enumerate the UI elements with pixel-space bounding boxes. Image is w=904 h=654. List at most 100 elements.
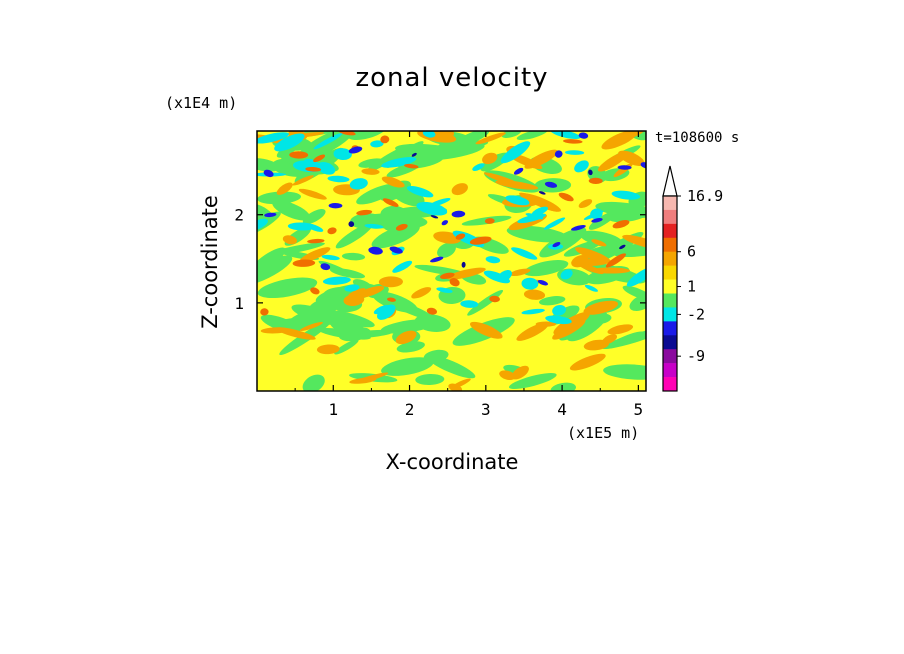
y-tick-label: 1: [234, 294, 244, 313]
contour-patch: [348, 288, 366, 297]
contour-patch: [569, 353, 606, 371]
contour-patch: [603, 364, 646, 380]
contour-patch: [381, 176, 405, 188]
contour-patch: [260, 327, 290, 334]
contour-field: [257, 131, 646, 391]
contour-patch: [539, 296, 566, 306]
contour-patch: [469, 236, 492, 245]
contour-patch: [361, 168, 380, 175]
contour-patch: [282, 235, 297, 245]
contour-patch: [348, 146, 363, 154]
contour-patch: [485, 256, 501, 264]
contour-patch: [480, 152, 510, 172]
contour-patch: [543, 217, 566, 230]
contour-patch: [380, 135, 390, 144]
contour-patch: [292, 175, 314, 186]
contour-patch: [482, 152, 498, 165]
contour-patch: [302, 374, 325, 391]
contour-patch: [348, 221, 355, 227]
y-tick-label: 2: [234, 206, 244, 225]
contour-patch: [611, 190, 641, 200]
colorbar-band: [663, 321, 677, 336]
contour-patch: [535, 321, 557, 327]
contour-patch: [292, 259, 316, 267]
contour-patch: [435, 131, 455, 139]
x-tick-label: 3: [481, 400, 491, 419]
contour-patch: [298, 188, 327, 200]
contour-patch: [257, 255, 293, 286]
contour-patch: [483, 270, 511, 284]
contour-patch: [302, 209, 326, 225]
contour-patch: [584, 284, 598, 292]
contour-patch: [380, 318, 438, 334]
contour-patch: [524, 149, 558, 169]
contour-patch: [550, 382, 576, 391]
x-scale-note: (x1E5 m): [567, 424, 639, 442]
colorbar-band: [663, 223, 677, 239]
contour-patch: [506, 225, 569, 243]
colorbar-frame: [662, 195, 678, 392]
contour-patch: [257, 247, 286, 273]
contour-patch: [571, 225, 586, 231]
contour-patch: [322, 276, 351, 285]
contour-patch: [626, 266, 646, 287]
contour-patch: [499, 370, 516, 381]
contour-patch: [411, 152, 417, 157]
contour-patch: [511, 247, 538, 260]
contour-patch: [576, 262, 604, 275]
contour-patch: [509, 268, 531, 277]
contour-patch: [552, 304, 567, 316]
contour-patch: [612, 220, 630, 229]
contour-patch: [521, 308, 545, 315]
colorbar-label: -2: [687, 305, 705, 323]
contour-patch: [605, 253, 626, 268]
contour-patch: [574, 160, 589, 173]
x-axis-label: X-coordinate: [386, 450, 519, 474]
contour-patch: [356, 209, 373, 216]
contour-patch: [578, 199, 593, 209]
contour-patch: [260, 308, 269, 316]
contour-patch: [460, 300, 479, 308]
contour-patch: [521, 277, 539, 290]
contour-patch: [591, 218, 603, 223]
contour-patch: [446, 267, 486, 280]
contour-patch: [414, 264, 467, 276]
contour-patch: [558, 192, 574, 202]
contour-patch: [619, 244, 626, 250]
contour-patch: [406, 185, 434, 198]
contour-patch: [545, 315, 572, 325]
chart-title: zonal velocity: [355, 63, 548, 93]
y-scale-note: (x1E4 m): [165, 94, 237, 112]
colorbar: 16.9 6 1 -2 -9: [662, 165, 723, 392]
colorbar-band: [663, 196, 677, 211]
colorbar-band: [663, 349, 677, 364]
contour-patch: [387, 297, 396, 302]
contour-patch: [305, 166, 322, 172]
contour-patch: [513, 167, 524, 175]
contour-patch: [257, 277, 318, 299]
contour-patch: [436, 287, 453, 293]
contour-patch: [289, 151, 309, 159]
contour-patch: [451, 183, 468, 196]
contour-patch: [358, 158, 384, 168]
contour-patch: [461, 261, 466, 268]
contour-patch: [377, 304, 396, 320]
contour-patch: [347, 131, 388, 141]
contour-patch: [316, 344, 340, 355]
contour-patch: [449, 278, 460, 287]
contour-patch: [327, 175, 350, 183]
contour-patch: [588, 177, 603, 185]
contour-patch: [508, 373, 557, 389]
contour-patch: [451, 210, 466, 218]
contour-patch: [333, 148, 352, 161]
contour-patch: [583, 210, 604, 220]
contour-patch: [355, 286, 385, 299]
contour-patch: [622, 285, 646, 301]
contour-patch: [575, 247, 612, 264]
contour-patch: [257, 218, 268, 231]
contour-patch: [553, 311, 591, 335]
contour-patch: [429, 197, 451, 207]
contour-patch: [352, 279, 372, 291]
colorbar-extend-arrow: [662, 165, 678, 197]
contour-patch: [343, 294, 365, 306]
